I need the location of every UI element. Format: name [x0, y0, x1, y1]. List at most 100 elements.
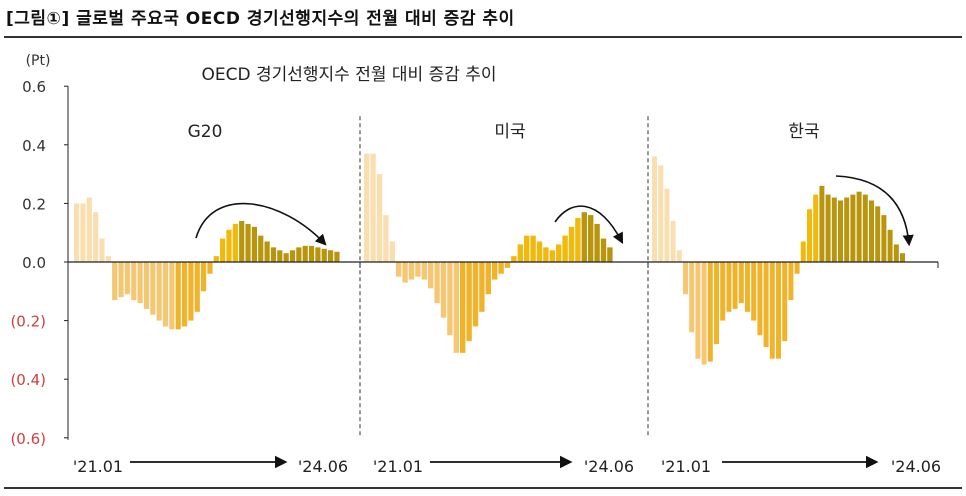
bar: [517, 244, 523, 262]
bar: [887, 229, 893, 262]
bar: [447, 262, 453, 336]
bar: [800, 241, 806, 262]
bar: [131, 262, 137, 301]
axes: 0.6 0.4 0.2 0.0 (0.2) (0.4) (0.6): [10, 78, 939, 448]
bar: [813, 194, 819, 262]
bar: [270, 247, 277, 262]
bar: [844, 197, 850, 262]
bar: [807, 209, 812, 262]
bar: [485, 262, 491, 295]
bar: [175, 262, 181, 330]
y-tick-label: (0.6): [10, 430, 46, 448]
bar: [607, 247, 613, 262]
bar: [588, 215, 594, 262]
bar: [594, 223, 600, 262]
bar: [453, 262, 459, 353]
bar: [118, 262, 124, 298]
bar: [321, 248, 327, 262]
bar: [695, 262, 701, 359]
bar: [194, 262, 200, 312]
bar: [466, 262, 472, 342]
trend-arrow: [835, 175, 914, 247]
bar: [504, 262, 511, 268]
bar: [213, 256, 219, 262]
bar: [472, 262, 479, 327]
bar: [181, 262, 188, 327]
bar: [251, 226, 257, 262]
bar: [93, 212, 99, 262]
y-tick-label: (0.4): [10, 371, 46, 389]
bar: [714, 262, 719, 345]
bar-series: [74, 153, 905, 365]
bar: [543, 247, 549, 262]
panel-title: 한국: [788, 122, 819, 142]
bar: [763, 262, 769, 347]
bar: [492, 262, 498, 280]
bar: [683, 262, 688, 295]
bar: [334, 251, 340, 263]
bar: [664, 188, 670, 262]
bar: [825, 194, 831, 262]
bar: [707, 262, 713, 362]
figure-title: [그림①] 글로벌 주요국 OECD 경기선행지수의 전월 대비 증감 추이: [6, 9, 515, 29]
bar: [788, 262, 794, 301]
bar: [428, 262, 434, 289]
bar: [689, 262, 695, 333]
bar: [383, 215, 389, 262]
bar: [370, 153, 376, 262]
bar: [562, 235, 568, 262]
y-tick-label: 0.0: [22, 254, 46, 272]
bar: [862, 194, 868, 262]
bar: [376, 174, 383, 262]
annotations: G20 '21.01 '24.06 미국 '21.01 '24.06 한국 '21.01 '24…: [73, 122, 941, 476]
bar: [726, 262, 732, 312]
bar: [226, 229, 232, 262]
bar: [670, 220, 676, 262]
bar: [389, 241, 395, 262]
bar: [137, 262, 143, 304]
bar: [150, 262, 156, 315]
bar: [156, 262, 162, 321]
bar: [568, 226, 575, 262]
bar: [74, 203, 80, 262]
bar: [408, 262, 415, 280]
bar: [239, 220, 245, 262]
bar: [838, 200, 843, 262]
bar: [188, 262, 194, 321]
bar: [600, 238, 607, 262]
panel-title: G20: [188, 122, 223, 142]
bar: [105, 256, 111, 262]
bar: [794, 262, 800, 274]
bar: [732, 262, 738, 309]
bar: [831, 197, 837, 262]
trend-arrow: [554, 205, 624, 244]
bar: [396, 262, 402, 277]
bar: [434, 262, 440, 304]
bar: [264, 241, 270, 262]
bar: [277, 250, 283, 262]
bar: [124, 262, 130, 295]
bar: [893, 244, 899, 262]
panel-title: 미국: [494, 122, 525, 142]
bar: [296, 247, 302, 262]
period-end-label: '24.06: [891, 457, 941, 476]
bar: [315, 247, 321, 262]
bar: [308, 245, 315, 262]
period-end-label: '24.06: [298, 457, 348, 476]
bar: [658, 165, 664, 262]
bar: [169, 262, 175, 330]
bar: [402, 262, 408, 283]
bar: [511, 256, 517, 262]
y-tick-label: (0.2): [10, 313, 46, 331]
bar: [364, 153, 370, 262]
gridlines: [359, 116, 649, 436]
bar: [421, 262, 427, 280]
chart-title: OECD 경기선행지수 전월 대비 증감 추이: [201, 65, 496, 85]
bar: [881, 215, 887, 262]
bar: [869, 200, 874, 262]
bar: [80, 203, 86, 262]
bar: [652, 156, 657, 262]
y-tick-label: 0.4: [22, 137, 46, 155]
trend-arrow: [195, 202, 327, 246]
